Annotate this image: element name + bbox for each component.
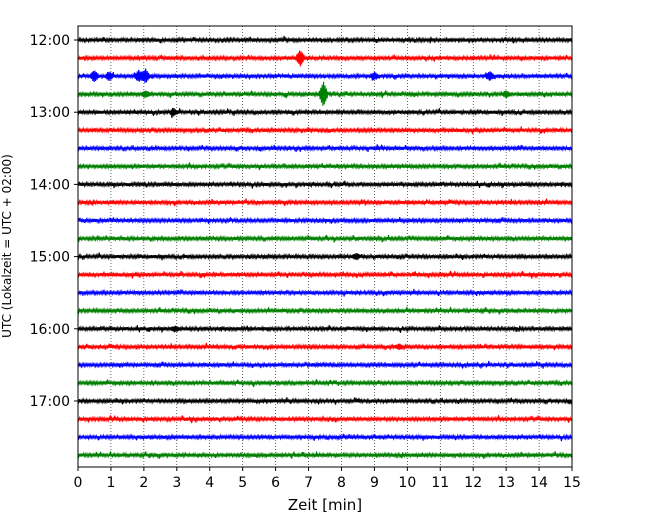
trace-1 — [77, 35, 573, 44]
y-tick-label-13:00: 13:00 — [30, 105, 70, 121]
trace-10 — [77, 198, 573, 207]
x-tick-label-8: 8 — [337, 475, 346, 491]
x-tick-label-2: 2 — [139, 475, 148, 491]
x-tick-label-1: 1 — [106, 475, 115, 491]
trace-11 — [77, 216, 573, 225]
x-tick-label-15: 15 — [563, 475, 581, 491]
trace-20 — [77, 379, 573, 388]
trace-21 — [77, 397, 573, 405]
x-tick-label-5: 5 — [238, 475, 247, 491]
trace-19 — [77, 360, 573, 369]
trace-22 — [77, 415, 573, 424]
trace-13 — [77, 252, 573, 261]
x-tick-label-0: 0 — [74, 475, 83, 491]
trace-4 — [77, 81, 573, 106]
seismic-traces — [77, 35, 573, 459]
trace-8 — [77, 162, 573, 171]
x-tick-label-13: 13 — [497, 475, 515, 491]
x-tick-label-6: 6 — [271, 475, 280, 491]
x-tick-label-3: 3 — [172, 475, 181, 491]
trace-23 — [77, 433, 573, 442]
x-tick-label-4: 4 — [205, 475, 214, 491]
trace-18 — [77, 342, 573, 351]
x-tick-label-9: 9 — [370, 475, 379, 491]
trace-9 — [77, 180, 573, 189]
y-axis-ticks: 12:00 13:00 14:00 15:00 16:00 17:00 — [30, 33, 78, 410]
y-axis-label: UTC (Lokalzeit = UTC + 02:00) — [0, 154, 14, 338]
trace-3 — [77, 68, 573, 84]
x-tick-label-11: 11 — [431, 475, 449, 491]
x-axis-label: Zeit [min] — [288, 496, 362, 514]
plot-frame — [77, 25, 573, 468]
trace-14 — [77, 270, 573, 279]
trace-17 — [77, 324, 573, 333]
y-tick-label-14:00: 14:00 — [30, 177, 70, 193]
trace-24 — [77, 451, 573, 459]
trace-16 — [77, 306, 573, 315]
y-tick-label-12:00: 12:00 — [30, 33, 70, 49]
x-tick-label-12: 12 — [464, 475, 482, 491]
y-tick-label-16:00: 16:00 — [30, 322, 70, 338]
trace-6 — [77, 126, 573, 135]
y-tick-label-17:00: 17:00 — [30, 394, 70, 410]
trace-5 — [77, 107, 573, 119]
trace-7 — [77, 144, 573, 153]
y-tick-label-15:00: 15:00 — [30, 250, 70, 266]
x-tick-label-7: 7 — [304, 475, 313, 491]
trace-15 — [77, 288, 573, 297]
x-tick-label-14: 14 — [530, 475, 548, 491]
trace-12 — [77, 234, 573, 243]
x-tick-label-10: 10 — [398, 475, 416, 491]
trace-2 — [77, 50, 573, 67]
x-axis-ticks: 0 1 2 3 4 5 6 7 8 9 10 11 12 13 14 15 — [74, 467, 581, 491]
